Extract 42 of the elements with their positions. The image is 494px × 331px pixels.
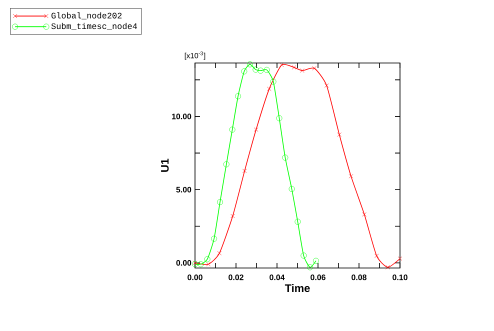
point [217,251,222,256]
point [348,174,354,178]
point [300,252,307,259]
point [362,212,367,217]
point [292,65,296,70]
point [252,66,259,73]
point [258,68,264,74]
point [276,115,282,122]
point [267,86,272,92]
legend-label: Global_node202 [52,12,122,20]
y-axis-title: U1 [161,158,169,172]
point [204,256,210,262]
point [312,66,316,70]
point [264,66,270,73]
point [211,236,218,242]
point [386,265,390,270]
point [229,126,236,133]
point [337,132,342,137]
point [374,254,379,258]
point [230,214,235,218]
point [206,262,210,266]
point [324,83,329,88]
point [398,256,402,261]
point [280,62,284,68]
point [242,168,247,174]
x-axis-title: Time [284,284,310,292]
point [235,93,242,100]
point [300,68,304,73]
point [312,258,319,264]
legend-label: Subm_timesc_node4 [51,22,137,30]
point [246,61,253,68]
point [223,161,230,168]
point [288,186,295,192]
line-series [192,62,402,270]
point [282,154,288,161]
point [241,68,248,74]
point [198,261,204,268]
point [270,78,276,85]
point [217,199,224,206]
point [294,218,301,225]
point [307,264,313,270]
point [254,127,258,132]
